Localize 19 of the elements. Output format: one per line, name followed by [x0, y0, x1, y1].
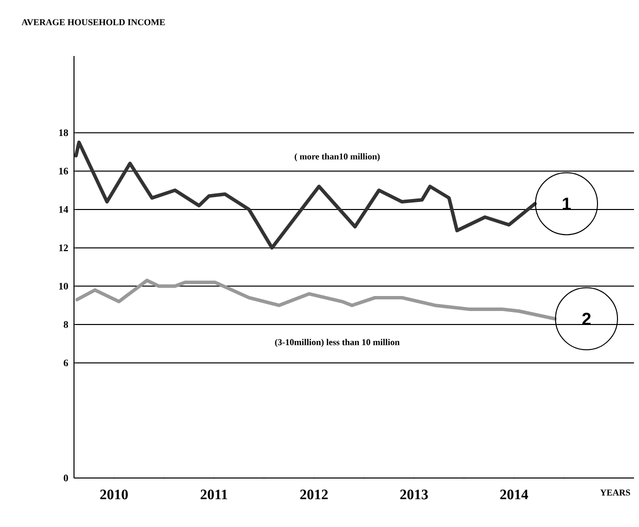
- annotation: ( more than10 million): [294, 153, 380, 162]
- y-tick-label: 14: [59, 206, 68, 213]
- x-tick-label: 2014: [500, 490, 528, 500]
- x-axis-title: YEARS: [600, 490, 630, 496]
- y-tick-label: 8: [64, 321, 68, 328]
- y-tick-label: 18: [59, 129, 68, 136]
- y-tick-label: 12: [59, 244, 68, 252]
- line-series: [75, 278, 557, 321]
- y-tick-label: 16: [59, 168, 68, 174]
- y-tick-label: 6: [64, 360, 68, 366]
- line-series: [74, 140, 537, 250]
- annotation: (3-10million) less than 10 million: [275, 338, 400, 348]
- y-tick-label: 0: [64, 474, 68, 482]
- y-axis-title: AVERAGE HOUSEHOLD INCOME: [22, 19, 165, 26]
- x-tick-label: 2010: [100, 490, 128, 500]
- y-tick-label: 10: [59, 282, 68, 290]
- x-tick-label: 2012: [300, 490, 328, 500]
- x-tick-label: 2013: [400, 490, 428, 500]
- x-tick-label: 2011: [200, 490, 228, 500]
